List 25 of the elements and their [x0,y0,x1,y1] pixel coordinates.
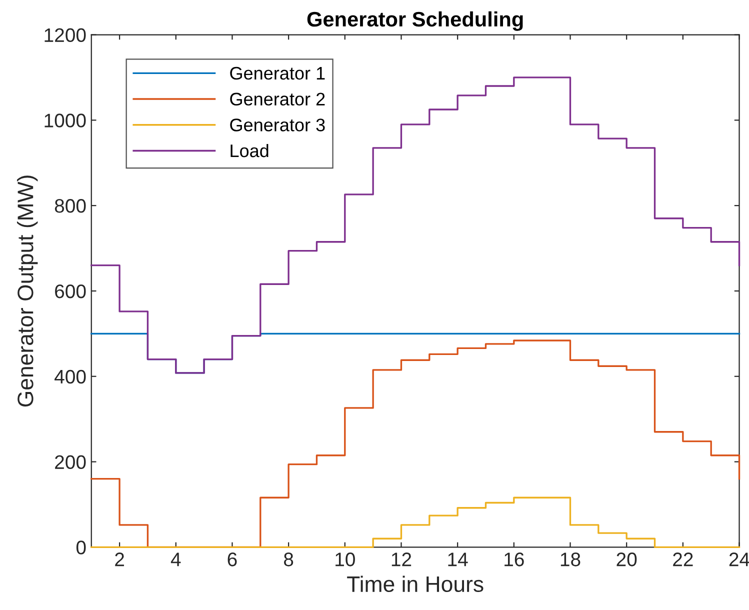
legend-label: Generator 1 [230,66,325,80]
x-tick-label: 20 [616,552,637,566]
y-tick-label: 1200 [44,28,86,42]
y-tick-label: 200 [55,455,86,470]
x-tick-label: 4 [170,552,181,566]
x-axis-title: Time in Hours [347,576,484,592]
y-tick-label: 800 [54,199,86,213]
x-tick-label: 18 [560,552,580,566]
y-tick-label: 400 [54,370,86,384]
x-tick-label: 2 [115,552,124,566]
x-tick-label: 8 [284,552,294,566]
x-tick-label: 10 [336,552,355,566]
y-axis-title: Generator Output (MW) [16,176,38,407]
y-tick-label: 600 [55,284,86,298]
legend-label: Generator 2 [230,92,325,106]
y-tick-label: 0 [76,540,86,554]
legend-label: Generator 3 [230,118,325,132]
x-tick-label: 16 [504,552,524,566]
x-tick-label: 12 [392,552,412,566]
x-tick-label: 6 [228,552,237,566]
x-tick-label: 22 [673,552,693,566]
x-tick-label: 14 [448,552,468,566]
legend-label: Load [230,144,268,158]
chart-title: Generator Scheduling [307,11,523,31]
y-tick-label: 1000 [44,114,86,128]
